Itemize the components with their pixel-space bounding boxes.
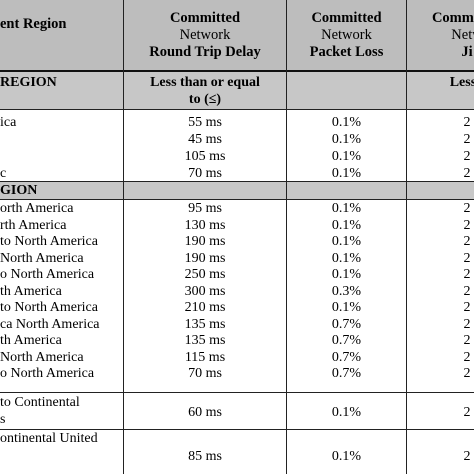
table-row-loss: 0.1% xyxy=(331,201,362,216)
table-row-delay: 190 ms xyxy=(184,234,226,249)
table-row-jitter: 2 xyxy=(463,201,471,216)
table-row-jitter: 2 xyxy=(463,333,471,348)
table-row-1-loss: 0.1% xyxy=(331,115,362,130)
table-row-1-jitter: 2 xyxy=(463,115,471,130)
section-1-delay-note-line2: to (≤) xyxy=(188,92,222,107)
table-row-loss: 0.1% xyxy=(331,300,362,315)
column-divider-3 xyxy=(406,0,407,474)
continental-b-loss: 0.1% xyxy=(331,449,362,464)
rows-1-block xyxy=(0,110,474,182)
table-row-4-delay: 70 ms xyxy=(188,166,222,181)
table-row-region: to North America xyxy=(0,300,98,315)
table-row-region: North America xyxy=(0,350,84,365)
header-delay-line3: Round Trip Delay xyxy=(149,44,261,60)
table-row-loss: 0.7% xyxy=(331,366,362,381)
table-row-loss: 0.1% xyxy=(331,251,362,266)
table-row-loss: 0.1% xyxy=(331,234,362,249)
table-row-jitter: 2 xyxy=(463,317,471,332)
table-row-jitter: 2 xyxy=(463,267,471,282)
continental-b-delay: 85 ms xyxy=(188,449,222,464)
table-header xyxy=(0,0,474,72)
table-row-delay: 95 ms xyxy=(188,201,222,216)
table-row-loss: 0.7% xyxy=(331,350,362,365)
header-jitter-line2: Netw xyxy=(451,27,474,43)
header-jitter: Committed Netw Ji xyxy=(407,10,474,61)
continental-b-region: ontinental United xyxy=(0,430,98,447)
table-row-delay: 300 ms xyxy=(184,284,226,299)
table-row-delay: 135 ms xyxy=(184,333,226,348)
continental-b-region-line1: ontinental United xyxy=(0,431,98,446)
header-jitter-line3: Ji xyxy=(461,44,473,60)
table-row-region: North America xyxy=(0,251,84,266)
table-row-jitter: 2 xyxy=(463,300,471,315)
table-row-region: th America xyxy=(0,333,62,348)
table-row-2-jitter: 2 xyxy=(463,132,471,147)
table-row-region: o North America xyxy=(0,366,95,381)
table-row-3-jitter: 2 xyxy=(463,149,471,164)
table-row-delay: 250 ms xyxy=(184,267,226,282)
section-1-label: REGION xyxy=(0,75,57,90)
table-row-delay: 130 ms xyxy=(184,218,226,233)
table-row-delay: 190 ms xyxy=(184,251,226,266)
header-delay-line2: Network xyxy=(179,27,231,43)
header-loss-line2: Network xyxy=(321,27,372,43)
table-row-region: orth America xyxy=(0,201,74,216)
continental-a-jitter: 2 xyxy=(463,405,471,420)
table-row-delay: 135 ms xyxy=(184,317,226,332)
table-row-delay: 115 ms xyxy=(184,350,226,365)
section-1-jitter-note: Less t xyxy=(449,75,474,90)
header-region: ent Region xyxy=(0,16,67,32)
table-row-2-loss: 0.1% xyxy=(331,132,362,147)
table-row-delay: 70 ms xyxy=(188,366,222,381)
table-row-3-delay: 105 ms xyxy=(184,149,226,164)
table-row-loss: 0.1% xyxy=(331,267,362,282)
table-row-jitter: 2 xyxy=(463,350,471,365)
table-row-jitter: 2 xyxy=(463,366,471,381)
continental-a-loss: 0.1% xyxy=(331,405,362,420)
column-divider-2 xyxy=(286,0,287,474)
header-loss-line3: Packet Loss xyxy=(309,44,384,60)
continental-a-region-line1: to Continental xyxy=(0,395,80,410)
table-row-4-loss: 0.1% xyxy=(331,166,362,181)
header-jitter-line1: Committed xyxy=(431,10,474,26)
column-divider-1 xyxy=(123,0,124,474)
section-2-label: GION xyxy=(0,183,38,198)
table-row-1-delay: 55 ms xyxy=(188,115,222,130)
table-row-3-loss: 0.1% xyxy=(331,149,362,164)
continental-b-jitter: 2 xyxy=(463,449,471,464)
table-row-1-region: ica xyxy=(0,115,17,130)
section-band-2 xyxy=(0,182,474,200)
header-delay-line1: Committed xyxy=(169,10,241,26)
table-row-loss: 0.7% xyxy=(331,317,362,332)
table-row-region: ca North America xyxy=(0,317,100,332)
continental-a-region-line2: s xyxy=(0,412,6,427)
table-row-region: rth America xyxy=(0,218,67,233)
header-loss: Committed Network Packet Loss xyxy=(287,10,406,61)
section-1-delay-note: Less than or equal to (≤) xyxy=(124,74,286,108)
table-row-jitter: 2 xyxy=(463,251,471,266)
header-delay: Committed Network Round Trip Delay xyxy=(124,10,286,61)
table-row-continental-a xyxy=(0,392,474,430)
continental-a-delay: 60 ms xyxy=(188,405,222,420)
header-loss-line1: Committed xyxy=(311,10,382,26)
section-band-1 xyxy=(0,72,474,110)
table-row-4-region: c xyxy=(0,166,7,181)
table-row-jitter: 2 xyxy=(463,284,471,299)
table-row-region: to North America xyxy=(0,234,98,249)
table-row-2-delay: 45 ms xyxy=(188,132,222,147)
table-row-4-jitter: 2 xyxy=(463,166,471,181)
table-row-region: th America xyxy=(0,284,62,299)
table-row-delay: 210 ms xyxy=(184,300,226,315)
table-row-region: o North America xyxy=(0,267,95,282)
continental-a-region: to Continental s xyxy=(0,394,80,428)
table-row-loss: 0.3% xyxy=(331,284,362,299)
table-row-loss: 0.7% xyxy=(331,333,362,348)
table-row-jitter: 2 xyxy=(463,218,471,233)
section-1-delay-note-line1: Less than or equal xyxy=(150,75,260,90)
table-row-jitter: 2 xyxy=(463,234,471,249)
table-row-loss: 0.1% xyxy=(331,218,362,233)
